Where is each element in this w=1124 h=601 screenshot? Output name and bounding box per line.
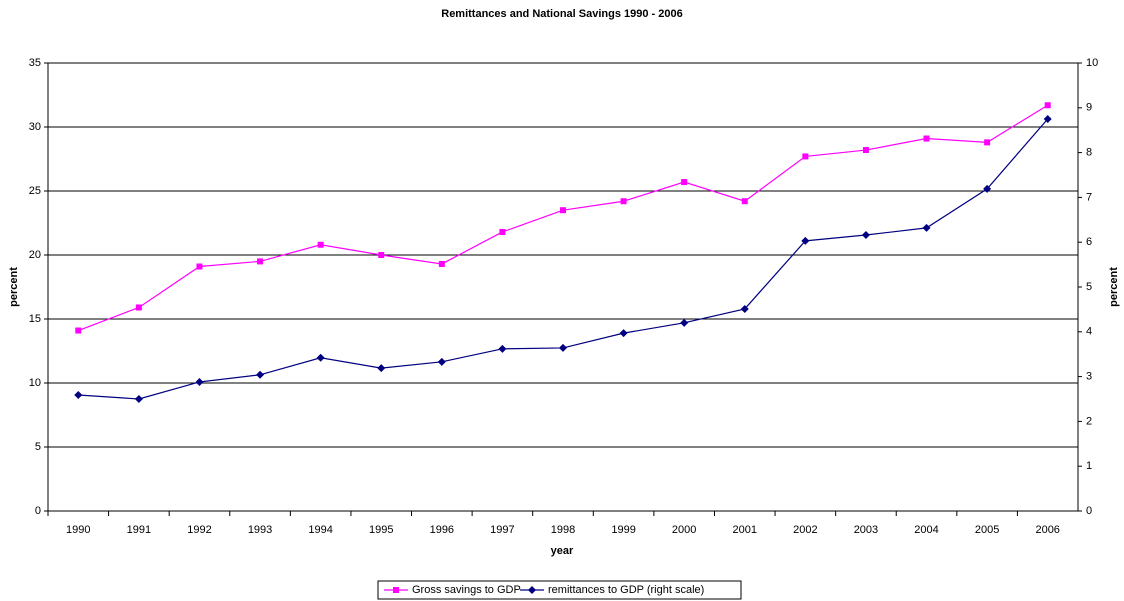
y2-axis-title: percent <box>1108 267 1120 307</box>
data-point <box>257 258 264 265</box>
legend-label: Gross savings to GDP <box>412 584 521 596</box>
data-point <box>801 236 810 245</box>
data-point <box>619 329 628 338</box>
data-point <box>620 198 627 205</box>
x-tick-label: 1998 <box>551 524 575 536</box>
y2-tick-label: 6 <box>1086 236 1092 248</box>
y-tick-label: 35 <box>29 57 41 69</box>
y2-tick-label: 2 <box>1086 415 1092 427</box>
x-tick-label: 1994 <box>308 524 332 536</box>
chart-title: Remittances and National Savings 1990 - … <box>441 8 683 20</box>
legend-marker <box>393 587 399 593</box>
x-tick-label: 2004 <box>914 524 938 536</box>
y-tick-label: 30 <box>29 121 41 133</box>
data-point <box>437 357 446 366</box>
data-point <box>135 304 142 311</box>
x-tick-label: 1999 <box>611 524 635 536</box>
plot-frame <box>47 62 1079 512</box>
y2-tick-label: 9 <box>1086 102 1092 114</box>
data-point <box>802 153 809 160</box>
data-point <box>195 377 204 386</box>
data-point <box>923 135 930 142</box>
x-tick-label: 2005 <box>975 524 999 536</box>
data-point <box>377 364 386 373</box>
data-point <box>378 252 385 258</box>
x-tick-label: 2003 <box>854 524 878 536</box>
y2-tick-label: 7 <box>1086 191 1092 203</box>
y2-tick-label: 0 <box>1086 505 1092 517</box>
x-tick-label: 1990 <box>66 524 90 536</box>
data-point <box>196 263 203 270</box>
data-point <box>134 395 143 403</box>
x-tick-label: 1991 <box>127 524 151 536</box>
data-point <box>499 228 506 235</box>
data-point <box>438 260 445 267</box>
y-tick-label: 25 <box>29 185 41 197</box>
y2-tick-label: 1 <box>1086 460 1092 472</box>
data-point <box>559 343 567 352</box>
x-tick-label: 1993 <box>248 524 272 536</box>
data-point <box>498 344 507 353</box>
y-tick-label: 20 <box>29 249 41 261</box>
data-point <box>740 304 749 313</box>
data-point <box>741 198 748 205</box>
data-point <box>680 318 689 327</box>
x-tick-label: 2000 <box>672 524 696 536</box>
x-tick-label: 1996 <box>430 524 454 536</box>
y2-tick-label: 5 <box>1086 281 1092 293</box>
y2-tick-label: 10 <box>1086 57 1098 69</box>
data-point <box>922 223 931 232</box>
data-point <box>75 327 82 334</box>
data-point <box>1044 102 1051 109</box>
data-point <box>681 179 688 186</box>
data-point <box>983 184 992 193</box>
data-point <box>74 390 83 399</box>
y2-tick-label: 4 <box>1086 326 1092 338</box>
y-tick-label: 10 <box>29 377 41 389</box>
y-tick-label: 15 <box>29 313 41 325</box>
data-point <box>317 241 324 248</box>
x-axis-title: year <box>551 545 574 557</box>
legend-label: remittances to GDP (right scale) <box>548 584 704 596</box>
y2-tick-label: 3 <box>1086 371 1092 383</box>
series-line <box>78 104 1049 332</box>
data-point <box>316 353 325 362</box>
legend-marker <box>528 586 536 594</box>
x-tick-label: 1992 <box>187 524 211 536</box>
y-tick-label: 5 <box>35 441 41 453</box>
legend-box <box>377 580 742 600</box>
x-tick-label: 2001 <box>733 524 757 536</box>
y-axis-title: percent <box>8 267 20 307</box>
y-tick-label: 0 <box>35 505 41 517</box>
data-point <box>256 370 265 379</box>
x-tick-label: 1995 <box>369 524 393 536</box>
x-tick-label: 1997 <box>490 524 514 536</box>
data-point <box>560 207 566 214</box>
y2-tick-label: 8 <box>1086 147 1092 159</box>
data-point <box>984 139 991 146</box>
data-point <box>862 147 869 154</box>
x-tick-label: 2002 <box>793 524 817 536</box>
series-line <box>78 118 1049 400</box>
data-point <box>861 231 870 240</box>
x-tick-label: 2006 <box>1035 524 1059 536</box>
data-point <box>1043 115 1052 123</box>
